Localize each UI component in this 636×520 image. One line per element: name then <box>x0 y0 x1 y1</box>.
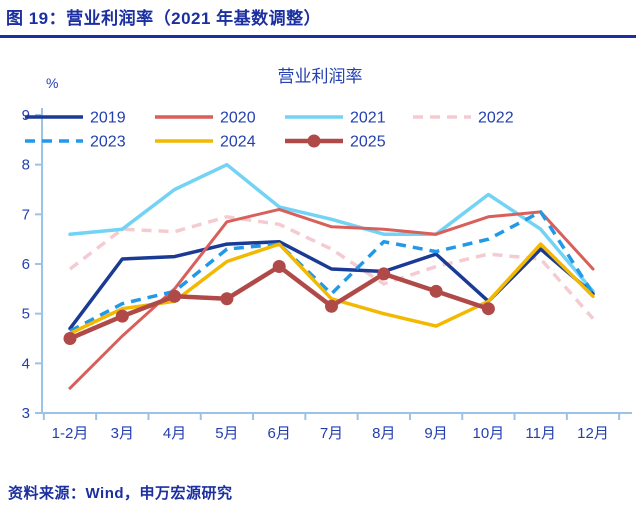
x-tick-label: 12月 <box>577 425 609 442</box>
figure-header: 图 19：营业利润率（2021 年基数调整） <box>0 0 636 38</box>
x-tick-label: 11月 <box>525 425 556 442</box>
chart-area: 34567891-2月3月4月5月6月7月8月9月10月11月12月营业利润率%… <box>0 50 636 480</box>
x-tick-label: 6月 <box>268 425 291 442</box>
series-marker-2025 <box>429 284 443 298</box>
series-line-2021 <box>68 162 595 294</box>
source-note: 资料来源：Wind，申万宏源研究 <box>8 485 233 502</box>
y-tick-label: 6 <box>22 256 30 273</box>
series-line-2019 <box>68 239 595 331</box>
legend-item-2025: 2025 <box>285 134 386 151</box>
legend-item-2021: 2021 <box>285 110 386 127</box>
series-marker-2025 <box>377 267 391 281</box>
x-tick-label: 1-2月 <box>52 425 89 442</box>
series-marker-2025 <box>220 292 234 306</box>
legend-marker-2025 <box>307 134 321 148</box>
legend-label-2024: 2024 <box>220 134 256 151</box>
series-marker-2025 <box>168 289 182 303</box>
series-marker-2025 <box>481 302 495 316</box>
chart-title: 营业利润率 <box>278 67 363 86</box>
y-tick-label: 5 <box>22 306 30 323</box>
legend-item-2020: 2020 <box>155 110 256 127</box>
y-axis-unit-label: % <box>46 75 58 91</box>
legend-item-2023: 2023 <box>25 134 126 151</box>
legend-label-2025: 2025 <box>350 134 386 151</box>
y-tick-label: 3 <box>22 405 30 422</box>
y-tick-label: 7 <box>22 206 30 223</box>
title-underline <box>0 35 636 38</box>
legend-item-2022: 2022 <box>413 110 514 127</box>
legend-label-2021: 2021 <box>350 110 386 127</box>
series-marker-2025 <box>325 299 338 313</box>
series-marker-2025 <box>63 332 77 346</box>
x-tick-label: 5月 <box>215 425 238 442</box>
legend-label-2019: 2019 <box>90 110 126 127</box>
y-tick-label: 8 <box>22 157 30 174</box>
figure-title: 图 19：营业利润率（2021 年基数调整） <box>6 9 322 28</box>
x-tick-label: 3月 <box>111 425 134 442</box>
legend-label-2020: 2020 <box>220 110 256 127</box>
x-tick-label: 8月 <box>372 425 395 442</box>
legend-label-2023: 2023 <box>90 134 126 151</box>
x-tick-label: 4月 <box>163 425 186 442</box>
x-tick-label: 9月 <box>424 425 447 442</box>
profit-margin-line-chart: 34567891-2月3月4月5月6月7月8月9月10月11月12月营业利润率%… <box>22 67 632 442</box>
series-line-2023 <box>69 210 595 333</box>
y-tick-label: 4 <box>22 355 30 372</box>
x-tick-label: 7月 <box>320 425 343 442</box>
legend-item-2024: 2024 <box>155 134 256 151</box>
legend-item-2019: 2019 <box>25 110 126 127</box>
x-tick-label: 10月 <box>473 425 505 442</box>
series-marker-2025 <box>272 259 286 273</box>
series-marker-2025 <box>115 309 129 323</box>
legend-label-2022: 2022 <box>478 110 514 127</box>
